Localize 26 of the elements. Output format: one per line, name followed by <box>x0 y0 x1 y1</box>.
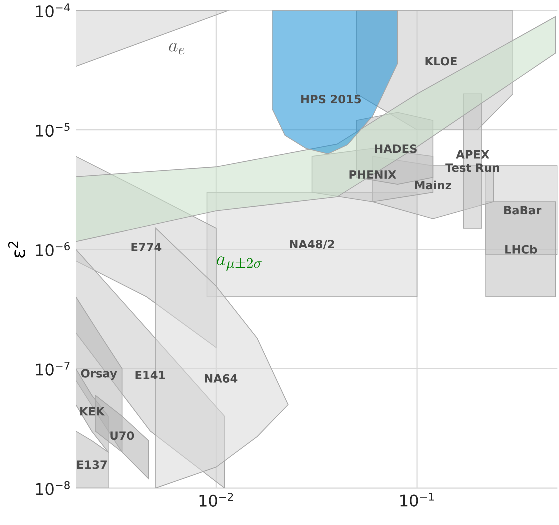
series-label: KLOE <box>426 57 457 66</box>
series-label: KEK <box>80 407 106 416</box>
x-tick-label: 10$^{−1}$ <box>400 493 434 507</box>
series-label: Mainz <box>415 180 452 190</box>
series-label: E141 <box>136 371 166 380</box>
y-tick-label: 10$^{−7}$ <box>36 362 70 376</box>
series-label: NA48/2 <box>290 240 334 250</box>
series-label: HADES <box>375 144 417 154</box>
series-label: PHENIX <box>350 170 396 179</box>
series-label: E137 <box>77 460 107 470</box>
y-tick-label: 10$^{−8}$ <box>36 481 70 496</box>
series-label: NA64 <box>205 374 238 383</box>
series-label: U70 <box>110 432 134 440</box>
y-tick-label: 10$^{−5}$ <box>36 123 70 138</box>
series-label: LHCb <box>506 245 538 254</box>
series-label: Orsay <box>81 369 118 380</box>
series-label: HPS 2015 <box>302 95 362 104</box>
series-label: APEX Test Run <box>446 150 500 172</box>
y-tick-label: 10$^{−4}$ <box>36 4 70 18</box>
annotation: $a_{e}$ <box>169 43 185 55</box>
series-label: BaBar <box>504 206 542 215</box>
x-tick-label: 10$^{−2}$ <box>200 493 234 507</box>
y-tick-label: 10$^{−6}$ <box>36 242 70 256</box>
annotation: $a_{\mu\pm 2\sigma}$ <box>217 256 262 272</box>
series-label: E774 <box>132 243 162 252</box>
y-axis-title: ε$^{2}$ <box>8 242 26 258</box>
